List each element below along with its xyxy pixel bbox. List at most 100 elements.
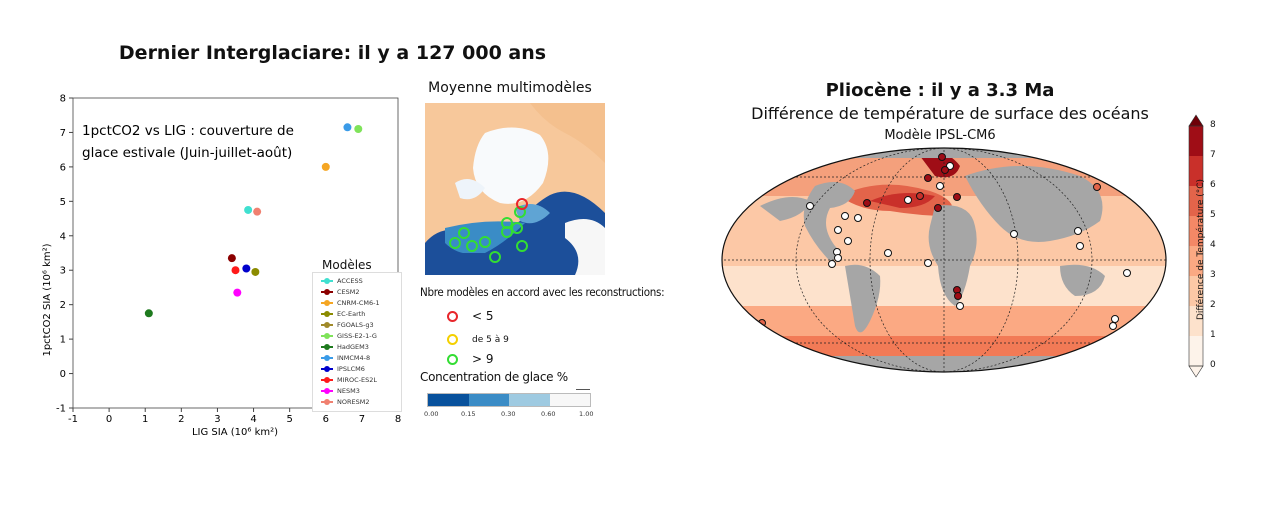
x-tick-label: 7 bbox=[359, 414, 365, 425]
right-panel-title: Pliocène : il y a 3.3 Ma bbox=[825, 80, 1055, 101]
legend-item: MIROC-ES2L bbox=[321, 376, 377, 385]
legend-title: Modèles bbox=[322, 258, 372, 272]
conc-bar-segment bbox=[468, 394, 509, 406]
data-point-inmcm4-8 bbox=[343, 123, 352, 132]
colorbar-segment bbox=[1189, 216, 1203, 246]
legend-item: IPSLCM6 bbox=[321, 365, 365, 374]
concentration-colorbar bbox=[427, 393, 591, 407]
temperature-colorbar bbox=[1188, 114, 1204, 378]
data-point-miroc-es2l bbox=[231, 266, 240, 275]
x-tick-label: 0 bbox=[106, 414, 112, 425]
legend-label: HadGEM3 bbox=[337, 343, 369, 351]
legend-label: NESM3 bbox=[337, 387, 360, 395]
arctic-map bbox=[425, 103, 605, 275]
data-point-cesm2 bbox=[227, 254, 236, 263]
agreement-label: de 5 à 9 bbox=[472, 335, 509, 345]
red-ring-icon bbox=[447, 311, 458, 322]
data-point-cnrm-cm6-1 bbox=[321, 162, 330, 171]
legend-label: INMCM4-8 bbox=[337, 354, 371, 362]
arctic-map-title: Moyenne multimodèles bbox=[428, 80, 592, 96]
right-panel-subtitle: Différence de température de surface des… bbox=[751, 104, 1149, 123]
legend-swatch bbox=[321, 278, 333, 284]
data-point-nesm3 bbox=[233, 288, 242, 297]
colorbar-tick-label: 5 bbox=[1210, 210, 1216, 220]
conc-bar-segment bbox=[549, 394, 590, 406]
colorbar-tick-label: 4 bbox=[1210, 240, 1216, 250]
legend-label: IPSLCM6 bbox=[337, 365, 365, 373]
x-tick-label: 6 bbox=[323, 414, 329, 425]
colorbar-segment bbox=[1189, 276, 1203, 306]
y-tick-label: 3 bbox=[60, 266, 66, 277]
yellow-ring-icon bbox=[447, 334, 458, 345]
y-tick-label: 6 bbox=[60, 162, 66, 173]
legend-swatch bbox=[321, 344, 333, 350]
chart-annotation-line1: 1pctCO2 vs LIG : couverture de bbox=[82, 123, 294, 139]
legend-item: ACCESS bbox=[321, 277, 363, 286]
agreement-item-lt5: < 5 bbox=[447, 309, 494, 323]
y-tick-label: 4 bbox=[60, 231, 66, 242]
y-tick-label: -1 bbox=[56, 404, 66, 415]
green-ring-icon bbox=[447, 354, 458, 365]
x-tick-label: 2 bbox=[178, 414, 184, 425]
legend-item: HadGEM3 bbox=[321, 343, 369, 352]
legend-item: EC-Earth bbox=[321, 310, 365, 319]
y-tick-label: 2 bbox=[60, 300, 66, 311]
colorbar-segment bbox=[1189, 336, 1203, 366]
x-tick-label: 4 bbox=[250, 414, 256, 425]
conc-bar-segment bbox=[428, 394, 469, 406]
conc-tick: 0.60 bbox=[541, 410, 556, 418]
colorbar-tick-label: 0 bbox=[1210, 360, 1216, 370]
world-sst-map bbox=[721, 147, 1167, 373]
chart-annotation-line2: glace estivale (Juin-juillet-août) bbox=[82, 145, 292, 161]
conc-tick: 0.30 bbox=[501, 410, 516, 418]
data-point-giss-e2-1-g bbox=[354, 125, 363, 133]
y-axis-label: 1pctCO2 SIA (10⁶ km²) bbox=[42, 243, 53, 356]
data-point-ipslcm6 bbox=[242, 264, 251, 273]
x-tick-label: 3 bbox=[214, 414, 220, 425]
legend-swatch bbox=[321, 388, 333, 394]
legend-label: GISS-E2-1-G bbox=[337, 332, 377, 340]
legend-label: EC-Earth bbox=[337, 310, 366, 318]
concentration-title: Concentration de glace % bbox=[420, 370, 568, 384]
legend-item: CESM2 bbox=[321, 288, 360, 297]
agreement-label: < 5 bbox=[472, 309, 494, 323]
colorbar-frame bbox=[1188, 125, 1204, 367]
colorbar-tick-label: 1 bbox=[1210, 330, 1216, 340]
legend-label: ACCESS bbox=[337, 277, 363, 285]
conc-tick: 0.15 bbox=[461, 410, 476, 418]
x-tick-label: -1 bbox=[68, 414, 78, 425]
left-panel-title: Dernier Interglaciare: il y a 127 000 an… bbox=[118, 42, 547, 64]
agreement-item-5to9: de 5 à 9 bbox=[447, 334, 509, 345]
data-point-hadgem3 bbox=[144, 309, 153, 318]
model-label: Modèle IPSL-CM6 bbox=[884, 128, 996, 143]
y-tick-label: 8 bbox=[60, 94, 66, 105]
legend-swatch bbox=[321, 366, 333, 372]
colorbar-segment bbox=[1189, 126, 1203, 156]
y-tick-label: 0 bbox=[60, 369, 66, 380]
concentration-dash bbox=[576, 389, 590, 390]
colorbar-extend-max bbox=[1188, 114, 1204, 127]
y-tick-label: 1 bbox=[60, 335, 66, 346]
agreement-item-gt9: > 9 bbox=[447, 352, 494, 366]
x-tick-label: 5 bbox=[286, 414, 292, 425]
x-tick-label: 8 bbox=[395, 414, 401, 425]
plot-frame bbox=[72, 97, 399, 409]
legend-label: CESM2 bbox=[337, 288, 360, 296]
legend: ACCESS CESM2 CNRM-CM6-1 EC-Earth FGOALS-g3 GI… bbox=[312, 272, 402, 412]
legend-swatch bbox=[321, 300, 333, 306]
legend-item: NESM3 bbox=[321, 387, 360, 396]
legend-swatch bbox=[321, 355, 333, 361]
colorbar-tick-label: 3 bbox=[1210, 270, 1216, 280]
legend-item: GISS-E2-1-G bbox=[321, 332, 377, 341]
y-tick-label: 5 bbox=[60, 197, 66, 208]
legend-item: CNRM-CM6-1 bbox=[321, 299, 380, 308]
colorbar-segment bbox=[1189, 246, 1203, 276]
colorbar-tick-label: 8 bbox=[1210, 120, 1216, 130]
colorbar-tick-label: 6 bbox=[1210, 180, 1216, 190]
legend-swatch bbox=[321, 322, 333, 328]
legend-item: FGOALS-g3 bbox=[321, 321, 374, 330]
colorbar-segment bbox=[1189, 306, 1203, 336]
data-point-ec-earth bbox=[251, 267, 260, 276]
conc-tick: 1.00 bbox=[579, 410, 594, 418]
agreement-label: > 9 bbox=[472, 352, 494, 366]
